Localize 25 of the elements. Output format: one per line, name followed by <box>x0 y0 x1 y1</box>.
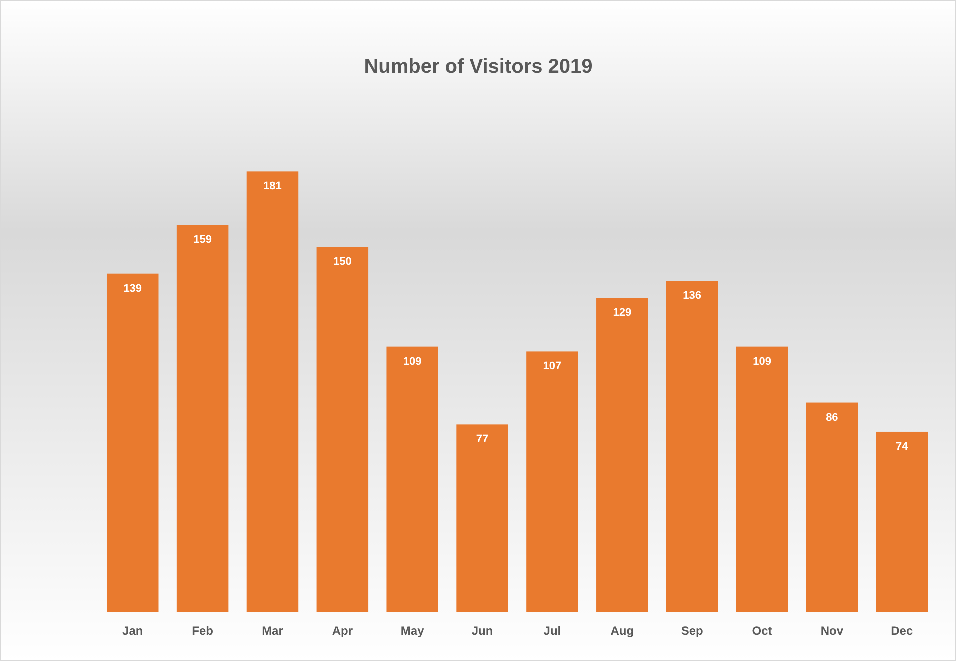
x-tick-label: May <box>400 624 425 638</box>
x-tick-label: Aug <box>610 624 634 638</box>
x-tick-label: Mar <box>262 624 284 638</box>
data-label: 109 <box>753 356 772 368</box>
chart-title: Number of Visitors 2019 <box>364 56 593 78</box>
x-tick-label: Dec <box>891 624 914 638</box>
data-label: 77 <box>476 434 489 446</box>
data-label: 107 <box>543 360 562 373</box>
data-label: 150 <box>333 256 352 268</box>
data-label: 136 <box>683 290 702 302</box>
x-tick-label: Oct <box>752 624 772 638</box>
data-label: 129 <box>613 307 632 320</box>
data-label: 86 <box>826 412 838 424</box>
data-label: 109 <box>403 356 422 368</box>
data-label: 139 <box>124 282 142 295</box>
data-label: 74 <box>896 440 910 453</box>
x-tick-label: Jul <box>544 624 562 638</box>
x-tick-label: Feb <box>192 624 214 638</box>
x-tick-label: Jan <box>122 624 144 638</box>
x-tick-label: Apr <box>332 624 354 638</box>
data-label: 159 <box>194 234 212 246</box>
x-tick-label: Sep <box>681 624 704 638</box>
x-tick-label: Nov <box>820 624 844 638</box>
x-tick-label: Jun <box>472 624 494 638</box>
data-label: 181 <box>264 180 282 193</box>
